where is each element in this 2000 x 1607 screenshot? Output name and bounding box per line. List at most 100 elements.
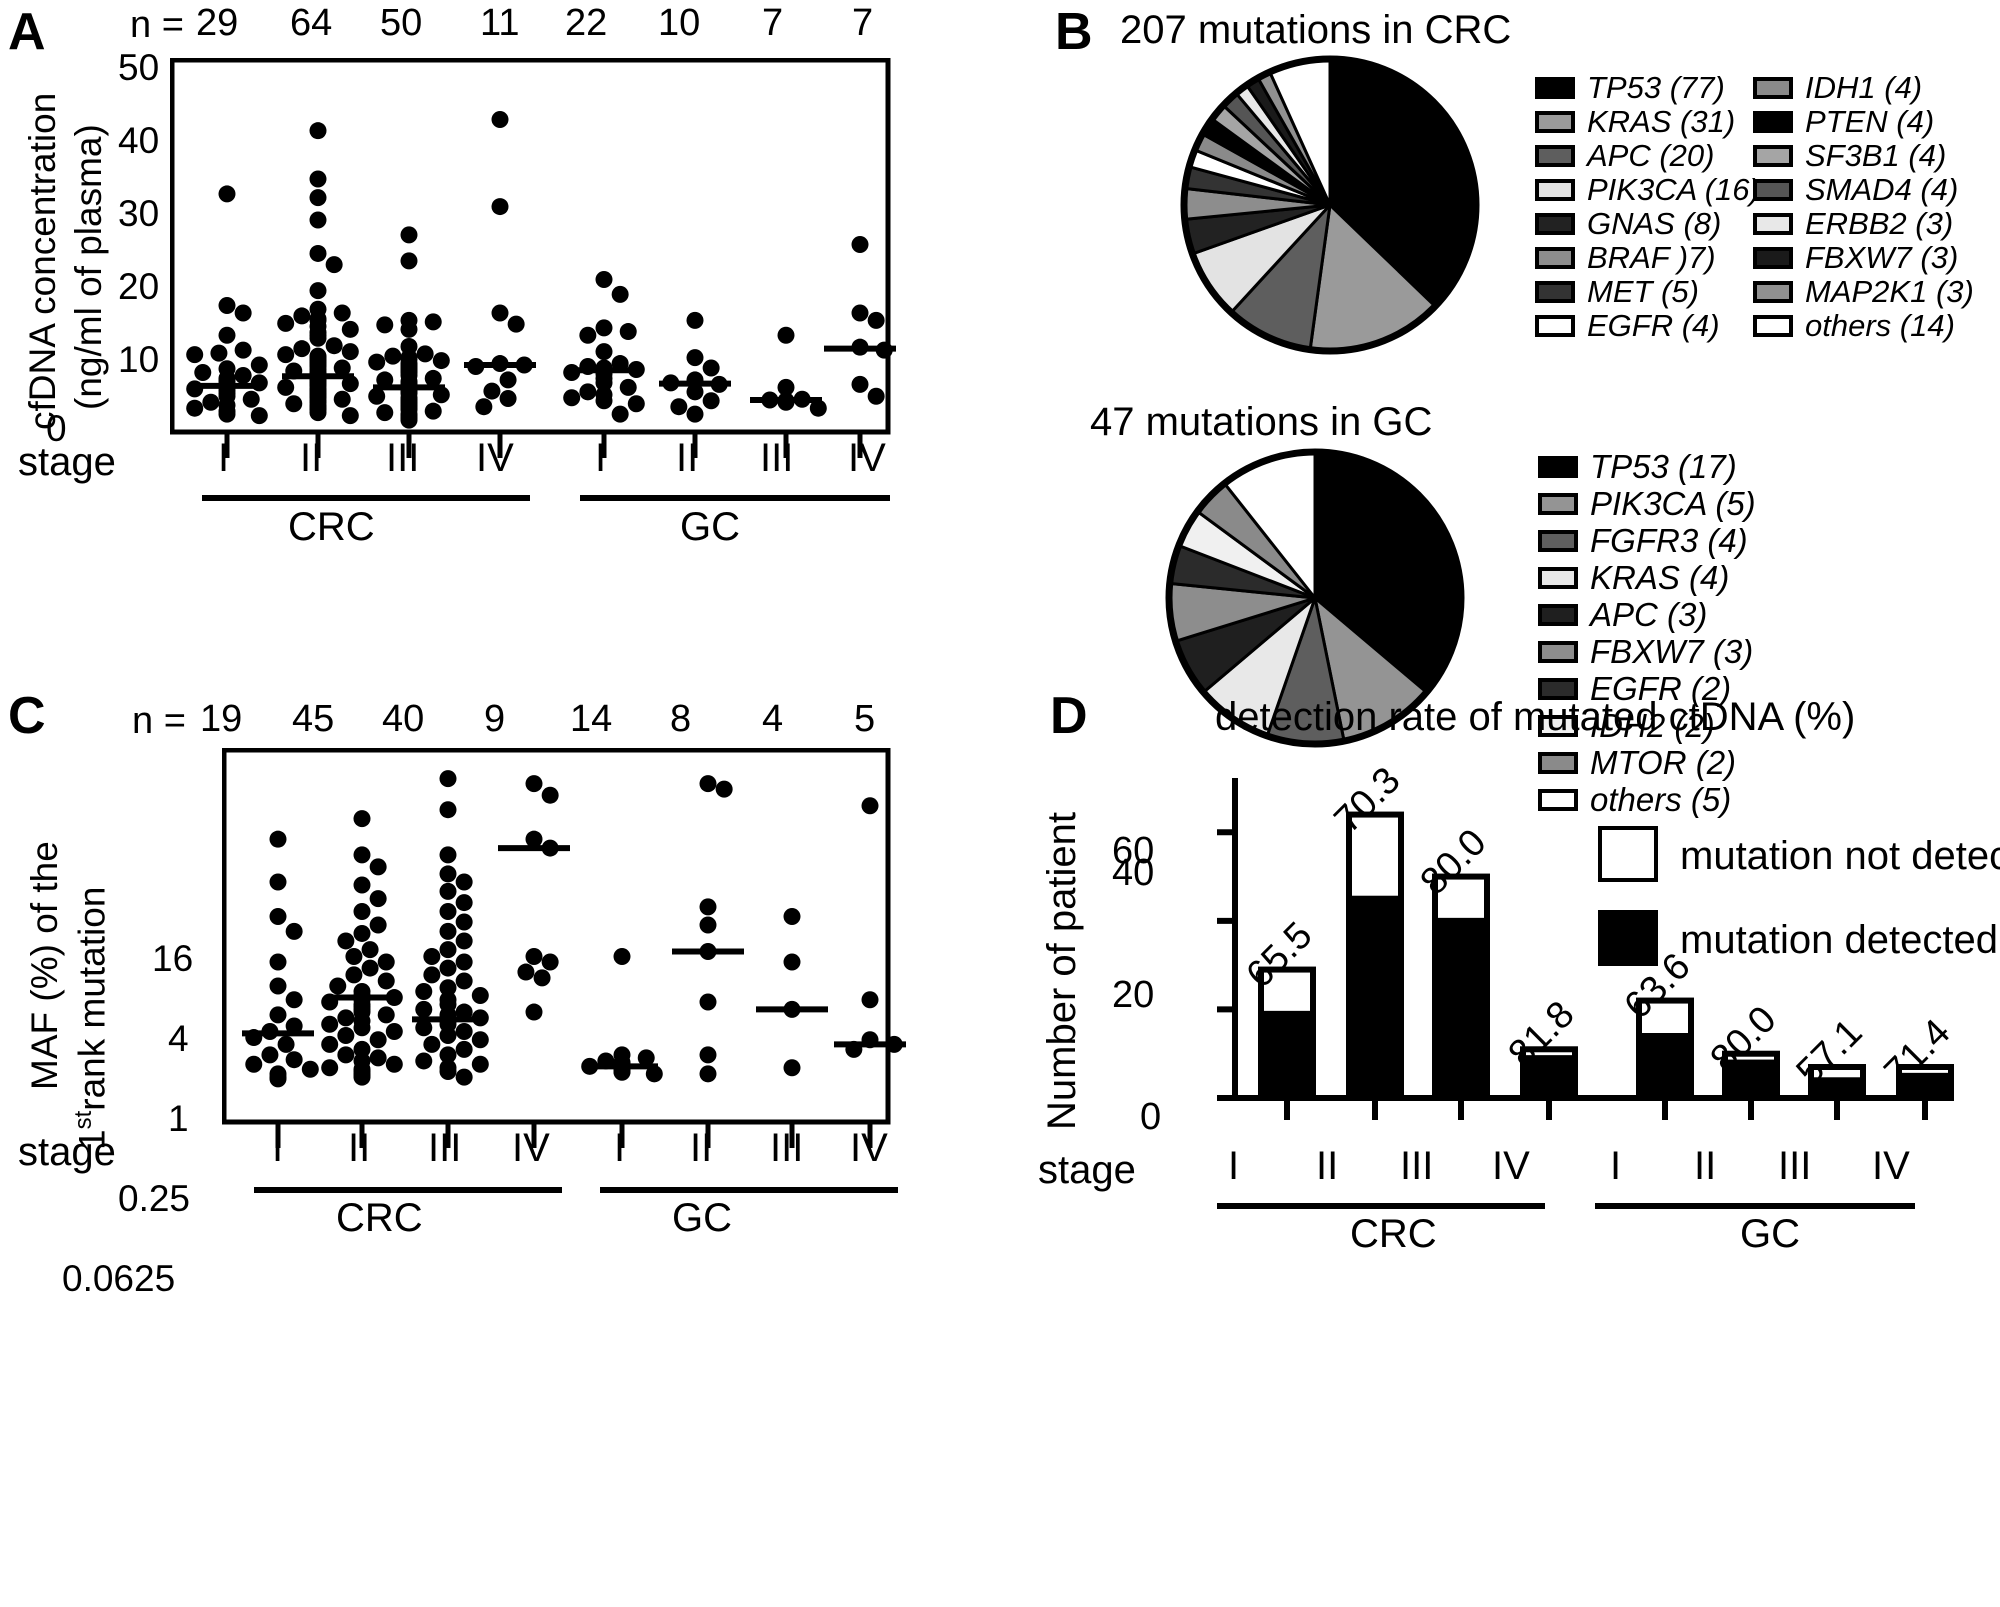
panel-a-stage-0: I [218,436,230,480]
legend-item: PIK3CA (16) [1535,172,1760,208]
legend-item: EGFR (4) [1535,308,1720,344]
panel-a-stage-2: III [386,436,420,480]
panel-a-n-value-5: 10 [658,2,701,44]
legend-label: KRAS (31) [1587,104,1736,139]
legend-swatch-icon [1753,281,1793,303]
panel-a-n-value-6: 7 [762,2,784,44]
legend-item: FBXW7 (3) [1753,240,1958,276]
legend-label: GNAS (8) [1587,206,1722,241]
legend-swatch-icon [1753,315,1793,337]
panel-d-legend-swatch-detected [1598,910,1658,966]
legend-swatch-icon [1538,789,1578,811]
panel-a-n-value-4: 22 [565,2,608,44]
panel-c-n-prefix: n = [132,700,186,742]
legend-item: KRAS (31) [1535,104,1735,140]
legend-label: PTEN (4) [1805,104,1935,139]
legend-item: APC (20) [1535,138,1714,174]
legend-label: PIK3CA (16) [1587,172,1760,207]
panel-a-n-value-7: 7 [852,2,874,44]
legend-swatch-icon [1535,315,1575,337]
panel-d-group-gc: GC [1740,1212,1800,1256]
panel-a-plot [170,58,896,458]
legend-label: APC (20) [1587,138,1715,173]
legend-item: others (5) [1538,781,1731,819]
legend-label: FGFR3 (4) [1590,522,1748,559]
panel-d-group-crc: CRC [1350,1212,1437,1256]
panel-a-n-value-1: 64 [290,2,333,44]
legend-item: IDH1 (4) [1753,70,1922,106]
panel-c-group-gc: GC [672,1196,732,1240]
legend-swatch-icon [1753,247,1793,269]
legend-swatch-icon [1538,530,1578,552]
legend-swatch-icon [1535,247,1575,269]
panel-c-stage-2: III [428,1126,462,1170]
legend-swatch-icon [1538,567,1578,589]
panel-a-stage-7: IV [848,436,886,480]
panel-d-ytick-3: 60 [1112,830,1155,872]
legend-label: MAP2K1 (3) [1805,274,1974,309]
legend-item: EGFR (2) [1538,670,1731,708]
legend-swatch-icon [1535,145,1575,167]
legend-label: IDH1 (4) [1805,70,1923,105]
legend-label: BRAF )7) [1587,240,1716,275]
panel-d-ytick-1: 20 [1112,974,1155,1016]
legend-label: SMAD4 (4) [1805,172,1959,207]
panel-d-group-bars [1217,1203,1915,1209]
panel-d-ylabel: Number of patient [1040,812,1084,1130]
legend-label: EGFR (4) [1587,308,1720,343]
legend-item: SMAD4 (4) [1753,172,1958,208]
panel-d-stage-7: IV [1872,1144,1910,1188]
panel-a-stage-4: I [595,436,607,480]
panel-c-ylabel-line2: 1strank mutation [70,887,113,1150]
legend-label: EGFR (2) [1590,670,1732,707]
panel-d-stage-2: III [1400,1144,1434,1188]
panel-d-legend-swatch-not-detected [1598,826,1658,882]
legend-swatch-icon [1535,281,1575,303]
panel-c-ytick-0: 0.0625 [62,1258,176,1299]
legend-label: MET (5) [1587,274,1699,309]
panel-c-ylabel-sup: st [70,1110,97,1130]
panel-c-group-crc: CRC [336,1196,423,1240]
panel-a-ytick-5: 50 [118,47,160,88]
legend-swatch-icon [1753,111,1793,133]
panel-c-ytick-2: 1 [168,1098,189,1139]
panel-a-n-value-0: 29 [196,2,239,44]
legend-label: FBXW7 (3) [1805,240,1959,275]
panel-c-n-value-1: 45 [292,698,335,740]
panel-c-ytick-4: 16 [152,938,194,979]
panel-c-n-value-0: 19 [200,698,243,740]
panel-d-plot [1217,778,1954,1120]
panel-c-stage-7: IV [850,1126,888,1170]
legend-item: FGFR3 (4) [1538,522,1748,560]
panel-c-letter: C [8,687,46,745]
panel-d-title: detection rate of mutated ctDNA (%) [1215,695,1856,739]
panel-d-stage-label: stage [1038,1148,1136,1192]
panel-a-group-gc: GC [680,505,740,549]
legend-swatch-icon [1753,213,1793,235]
legend-item: KRAS (4) [1538,559,1729,597]
legend-swatch-icon [1753,77,1793,99]
panel-c-n-value-7: 5 [854,698,876,740]
panel-a-stage-1: II [300,436,323,480]
legend-label: KRAS (4) [1590,559,1730,596]
legend-item: MTOR (2) [1538,744,1736,782]
panel-a-ylabel-line2: (ng/ml of plasma) [68,124,109,410]
panel-c-group-bars [254,1187,898,1193]
panel-c-stage-label: stage [18,1130,116,1174]
panel-a-ylabel-line1: cfDNA concentration [22,92,63,430]
legend-label: SF3B1 (4) [1805,138,1947,173]
legend-item: FBXW7 (3) [1538,633,1753,671]
panel-a-stage-5: II [676,436,699,480]
legend-label: APC (3) [1590,596,1708,633]
panel-a-n-prefix: n = [130,4,184,46]
panel-a-group-bars [202,495,890,501]
legend-item: ERBB2 (3) [1753,206,1953,242]
panel-d-stage-5: II [1694,1144,1717,1188]
panel-c-ylabel-rest: rank mutation [71,886,113,1111]
legend-item: APC (3) [1538,596,1707,634]
legend-swatch-icon [1538,715,1578,737]
legend-item: PIK3CA (5) [1538,485,1756,523]
panel-a-ytick-3: 30 [118,193,160,234]
panel-d-stage-4: I [1610,1144,1622,1188]
